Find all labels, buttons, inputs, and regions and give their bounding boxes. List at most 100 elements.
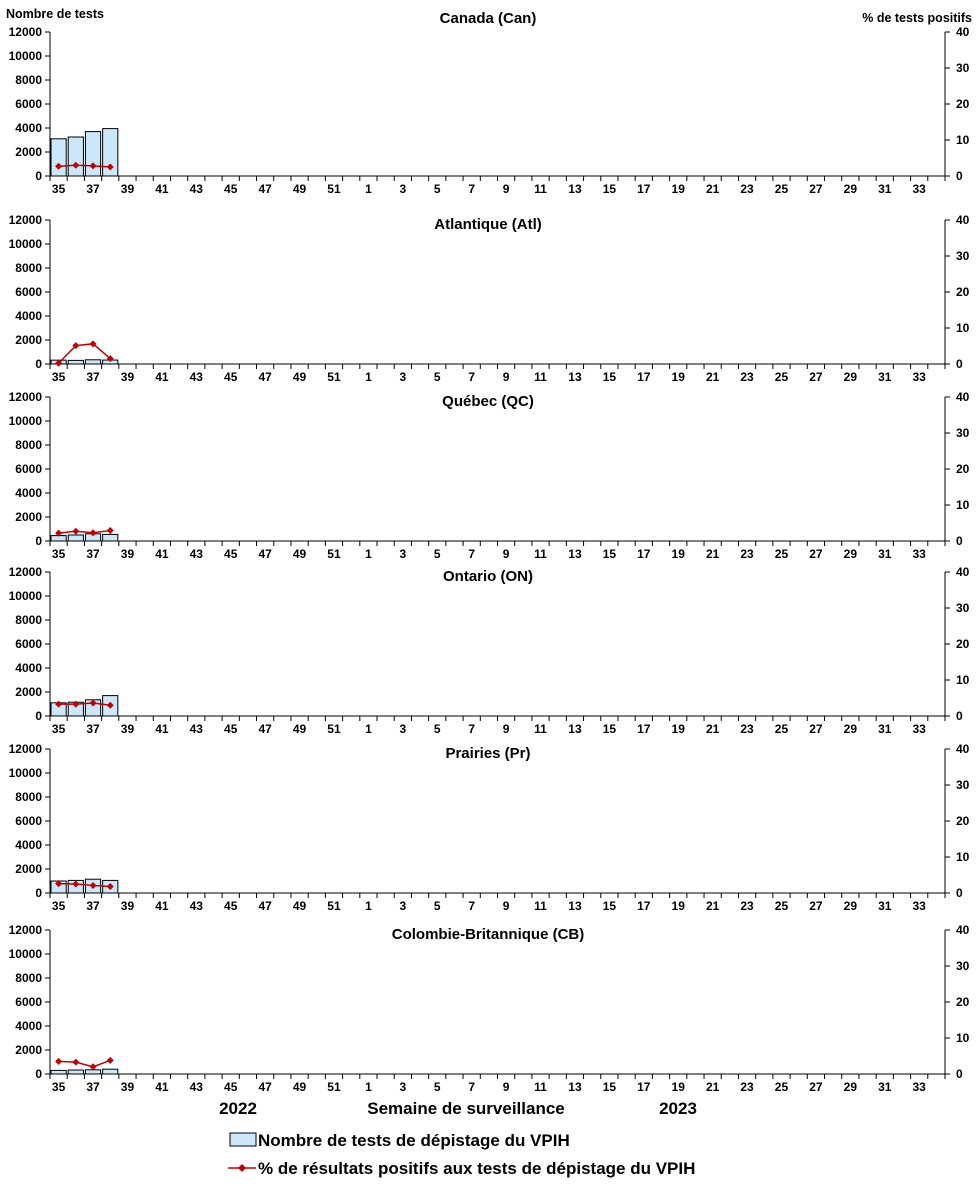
- x-tick-label: 1: [365, 370, 372, 384]
- x-tick-label: 29: [844, 370, 858, 384]
- positivity-point: [106, 355, 114, 363]
- x-tick-label: 21: [706, 370, 720, 384]
- right-tick-label: 0: [956, 1067, 963, 1081]
- left-tick-label: 12000: [9, 565, 43, 579]
- x-tick-label: 17: [637, 899, 651, 913]
- x-tick-label: 29: [844, 182, 858, 196]
- left-tick-label: 6000: [15, 814, 42, 828]
- right-tick-label: 10: [956, 1031, 970, 1045]
- x-tick-label: 9: [503, 370, 510, 384]
- left-tick-label: 8000: [15, 790, 42, 804]
- left-tick-label: 12000: [9, 742, 43, 756]
- x-tick-label: 5: [434, 182, 441, 196]
- x-tick-label: 5: [434, 722, 441, 736]
- right-tick-label: 20: [956, 637, 970, 651]
- x-tick-label: 13: [568, 1080, 582, 1094]
- x-tick-label: 11: [534, 370, 547, 384]
- left-tick-label: 0: [35, 534, 42, 548]
- x-tick-label: 49: [293, 547, 307, 561]
- x-tick-label: 9: [503, 182, 510, 196]
- left-tick-label: 12000: [9, 923, 43, 937]
- x-tick-label: 31: [878, 899, 892, 913]
- x-tick-label: 1: [365, 722, 372, 736]
- left-tick-label: 2000: [15, 1043, 42, 1057]
- right-tick-label: 0: [956, 357, 963, 371]
- x-tick-label: 41: [155, 370, 169, 384]
- x-tick-label: 37: [86, 1080, 100, 1094]
- x-tick-label: 25: [775, 899, 789, 913]
- right-tick-label: 0: [956, 709, 963, 723]
- left-tick-label: 0: [35, 357, 42, 371]
- positivity-point: [106, 701, 114, 709]
- x-tick-label: 39: [121, 722, 135, 736]
- right-tick-label: 20: [956, 814, 970, 828]
- positivity-line: [58, 343, 111, 364]
- right-tick-label: 30: [956, 61, 970, 75]
- x-tick-label: 35: [52, 1080, 66, 1094]
- x-tick-label: 25: [775, 370, 789, 384]
- right-tick-label: 0: [956, 886, 963, 900]
- panel-0: Canada (Can) 0 2000 4000 6000 8000 10000 12000 0…: [9, 10, 970, 196]
- x-axis-title: Semaine de surveillance: [367, 1099, 565, 1118]
- x-tick-label: 35: [52, 722, 66, 736]
- x-tick-label: 49: [293, 722, 307, 736]
- x-tick-label: 5: [434, 899, 441, 913]
- x-tick-label: 9: [503, 899, 510, 913]
- tests-bar: [67, 1069, 84, 1075]
- left-tick-label: 2000: [15, 510, 42, 524]
- tests-bar: [50, 138, 67, 177]
- x-tick-label: 49: [293, 899, 307, 913]
- positivity-point: [55, 529, 63, 537]
- left-tick-label: 0: [35, 886, 42, 900]
- panel-title: Prairies (Pr): [445, 745, 530, 762]
- x-tick-label: 7: [468, 182, 475, 196]
- x-tick-label: 45: [224, 370, 238, 384]
- x-tick-label: 49: [293, 1080, 307, 1094]
- right-tick-label: 30: [956, 249, 970, 263]
- x-tick-label: 31: [878, 722, 892, 736]
- x-tick-label: 19: [672, 182, 686, 196]
- x-tick-label: 3: [399, 370, 406, 384]
- positivity-point: [106, 527, 114, 535]
- left-tick-label: 2000: [15, 862, 42, 876]
- right-tick-label: 30: [956, 959, 970, 973]
- x-tick-label: 49: [293, 370, 307, 384]
- x-tick-label: 25: [775, 182, 789, 196]
- left-tick-label: 4000: [15, 661, 42, 675]
- x-tick-label: 27: [809, 370, 823, 384]
- positivity-point: [55, 880, 63, 888]
- x-tick-label: 15: [603, 899, 617, 913]
- x-tick-label: 13: [568, 182, 582, 196]
- x-tick-label: 47: [258, 899, 272, 913]
- positivity-point: [72, 700, 80, 708]
- x-tick-label: 17: [637, 547, 651, 561]
- right-tick-label: 0: [956, 169, 963, 183]
- x-tick-label: 47: [258, 370, 272, 384]
- left-tick-label: 10000: [9, 589, 43, 603]
- left-tick-label: 6000: [15, 462, 42, 476]
- right-tick-label: 0: [956, 534, 963, 548]
- x-tick-label: 47: [258, 1080, 272, 1094]
- x-tick-label: 13: [568, 370, 582, 384]
- x-tick-label: 1: [365, 1080, 372, 1094]
- x-tick-label: 17: [637, 722, 651, 736]
- left-tick-label: 0: [35, 169, 42, 183]
- x-tick-label: 31: [878, 182, 892, 196]
- panel-4: Prairies (Pr) 0 2000 4000 6000 8000 10000 12000…: [9, 742, 970, 913]
- x-tick-label: 5: [434, 1080, 441, 1094]
- x-tick-label: 23: [740, 182, 754, 196]
- x-tick-label: 17: [637, 1080, 651, 1094]
- left-tick-label: 10000: [9, 947, 43, 961]
- left-tick-label: 6000: [15, 995, 42, 1009]
- x-tick-label: 21: [706, 547, 720, 561]
- x-tick-label: 27: [809, 182, 823, 196]
- x-tick-label: 11: [534, 1080, 547, 1094]
- positivity-line: [58, 882, 111, 888]
- x-tick-label: 15: [603, 1080, 617, 1094]
- positivity-point: [89, 162, 97, 170]
- x-tick-label: 45: [224, 547, 238, 561]
- x-tick-label: 19: [672, 370, 686, 384]
- right-tick-label: 40: [956, 213, 970, 227]
- x-tick-label: 47: [258, 547, 272, 561]
